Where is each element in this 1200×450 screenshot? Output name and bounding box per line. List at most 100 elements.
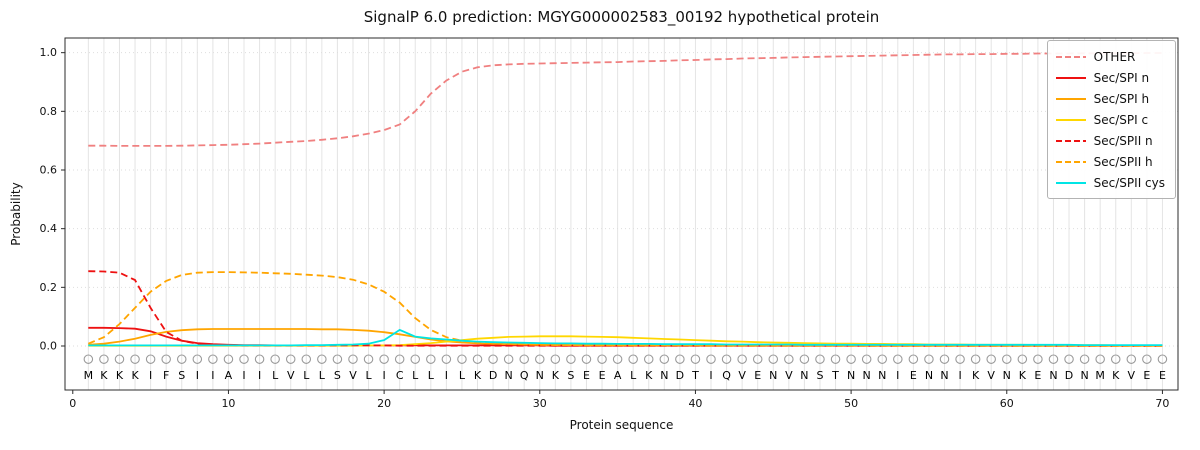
residue-marker: [737, 354, 747, 364]
legend-line-sample: [1055, 55, 1086, 58]
legend-label: OTHER: [1093, 49, 1136, 64]
residue-marker: [581, 354, 592, 364]
residue-marker: [1110, 354, 1121, 364]
residue-marker: [986, 354, 996, 364]
residue-marker: [410, 354, 420, 364]
legend-line-sample: [1055, 139, 1086, 142]
residue-letter: E: [910, 369, 917, 382]
residue-marker: [1095, 354, 1105, 364]
residue-marker: [1126, 354, 1137, 364]
residue-marker: [939, 354, 950, 364]
x-tick-label: 10: [221, 397, 235, 410]
residue-letter: I: [242, 369, 245, 382]
y-tick-label: 0.6: [40, 164, 58, 177]
legend-label: Sec/SPII h: [1093, 154, 1153, 169]
residue-marker: [379, 354, 389, 364]
x-tick-label: 30: [533, 397, 547, 410]
residue-marker: [1002, 354, 1012, 364]
gridlines: [65, 38, 1178, 390]
residue-letter: M: [1095, 369, 1105, 382]
residue-marker: [208, 354, 218, 364]
residue-letter: E: [583, 369, 590, 382]
legend-line-sample: [1055, 181, 1086, 184]
residue-letter: N: [800, 369, 808, 382]
residue-marker: [488, 354, 498, 364]
residue-letter: S: [334, 369, 341, 382]
legend-label: Sec/SPI n: [1093, 70, 1150, 85]
residue-letter: Q: [520, 369, 529, 382]
residue-marker: [877, 354, 887, 364]
residue-marker: [1142, 354, 1152, 364]
residue-letter: I: [896, 369, 899, 382]
residue-letter: I: [709, 369, 712, 382]
residue-marker: [145, 354, 156, 364]
residue-letter: E: [1159, 369, 1166, 382]
residue-letter: I: [211, 369, 214, 382]
residue-letter: S: [816, 369, 823, 382]
legend-line-sample: [1055, 76, 1086, 79]
residue-marker: [799, 354, 810, 364]
residue-marker: [503, 354, 514, 364]
residue-marker: [721, 354, 732, 364]
residue-marker: [130, 354, 140, 364]
residue-marker: [114, 354, 125, 364]
series-sec-spii-n: [88, 270, 1163, 347]
residue-letter: L: [303, 369, 310, 382]
residue-letter: L: [365, 369, 372, 382]
residue-letter: N: [1003, 369, 1011, 382]
x-tick-label: 70: [1155, 397, 1169, 410]
residue-marker: [784, 354, 794, 364]
legend-entry: Sec/SPI c: [1055, 110, 1165, 129]
residue-letter: D: [489, 369, 497, 382]
residue-marker: [815, 354, 825, 364]
residue-letter: I: [196, 369, 199, 382]
residue-letter: K: [552, 369, 560, 382]
residue-letter: T: [691, 369, 699, 382]
residue-letter: K: [1112, 369, 1120, 382]
residue-marker: [441, 354, 452, 364]
residue-marker: [659, 354, 670, 364]
residue-marker: [348, 354, 358, 364]
legend-label: Sec/SPI c: [1093, 112, 1149, 127]
residue-marker: [1079, 354, 1090, 364]
residue-letter: F: [163, 369, 169, 382]
x-axis-label: Protein sequence: [569, 418, 674, 432]
residue-letter: N: [863, 369, 871, 382]
residue-marker: [1157, 354, 1168, 364]
residue-marker: [519, 354, 529, 364]
residue-letter: S: [178, 369, 185, 382]
x-tick-label: 50: [844, 397, 858, 410]
residue-letter: D: [1065, 369, 1073, 382]
legend: OTHER Sec/SPI n Sec/SPI h Sec/SPI c Sec/SPII…: [1046, 40, 1176, 199]
residue-marker: [597, 354, 607, 364]
residue-marker: [830, 354, 841, 364]
residue-letter: E: [1143, 369, 1150, 382]
residue-letter: C: [396, 369, 404, 382]
residue-letter: L: [412, 369, 419, 382]
residue-marker: [1048, 354, 1059, 364]
residue-marker: [643, 354, 654, 364]
series-sec-spii-cys: [88, 328, 1163, 347]
y-tick-label: 1.0: [40, 46, 58, 59]
residue-letter: K: [131, 369, 139, 382]
residue-letter: Q: [722, 369, 731, 382]
residue-marker: [970, 354, 981, 364]
residue-letter: V: [987, 369, 995, 382]
series-sec-spii-h: [87, 271, 1163, 347]
legend-line-sample: [1055, 118, 1086, 121]
residue-letter: I: [445, 369, 448, 382]
residue-letter: V: [1128, 369, 1136, 382]
legend-entry: Sec/SPII h: [1055, 152, 1165, 171]
legend-line-sample: [1055, 97, 1086, 100]
residue-letter: N: [940, 369, 948, 382]
residue-letter: L: [459, 369, 466, 382]
residue-marker: [332, 354, 343, 364]
residue-marker: [955, 354, 965, 364]
legend-entry: Sec/SPI h: [1055, 89, 1165, 108]
residue-letter: K: [645, 369, 653, 382]
residue-marker: [270, 354, 280, 364]
residue-marker: [317, 354, 327, 364]
residue-marker: [99, 354, 109, 364]
residue-marker: [675, 354, 685, 364]
